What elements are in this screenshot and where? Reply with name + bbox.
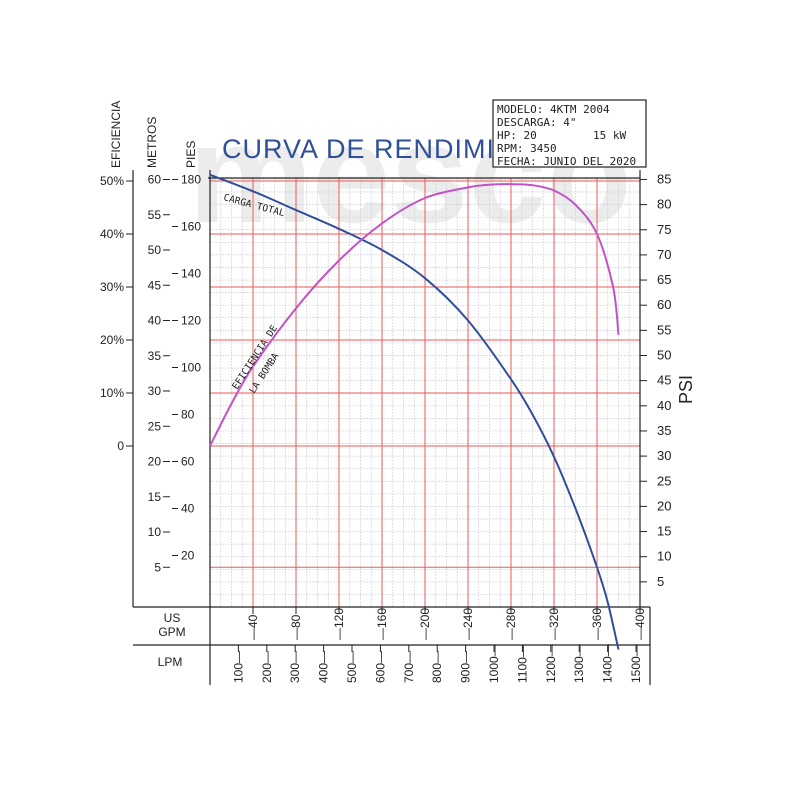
psi-tick-label: 60 [657,297,671,312]
psi-tick-label: 75 [657,222,671,237]
pies-tick-label: 20 [181,549,195,563]
gpm-tick-label: —400 [633,608,647,640]
carga-total-curve [209,173,620,650]
gpm-tick-label: —280 [504,608,518,640]
eficiencia-tick-label: 50% [100,174,124,188]
psi-tick-label: 40 [657,398,671,413]
metros-tick-label: 15 [148,490,162,504]
metros-tick-label: 10 [148,525,162,539]
spec-box: MODELO: 4KTM 2004 DESCARGA: 4" HP: 20 15… [492,99,647,168]
psi-tick-label: 45 [657,373,671,388]
gpm-tick-label: —40 [246,614,260,640]
lpm-tick-label: 1000— [487,644,501,683]
lpm-tick-label: 200— [260,651,274,683]
gpm-tick-label: —80 [289,614,303,640]
eficiencia-tick-label: 0 [117,439,124,453]
gpm-tick-label: —120 [332,608,346,640]
metros-tick-label: 40 [148,314,162,328]
pies-tick-label: 180 [181,173,201,187]
curves [209,173,620,650]
pies-axis-title: PIES [184,141,198,168]
spec-descarga: DESCARGA: 4" [497,116,576,129]
psi-tick-label: 20 [657,498,671,513]
lpm-tick-label: 800— [430,651,444,683]
psi-tick-label: 30 [657,448,671,463]
metros-tick-label: 35 [148,349,162,363]
eficiencia-tick-label: 40% [100,227,124,241]
lpm-tick-label: 1500— [629,644,643,683]
spec-kw: 15 kW [593,129,626,142]
psi-tick-label: 85 [657,171,671,186]
psi-tick-label: 80 [657,197,671,212]
gpm-tick-label: —360 [590,608,604,640]
metros-tick-label: 55 [148,208,162,222]
gpm-tick-label: —320 [547,608,561,640]
psi-tick-label: 25 [657,473,671,488]
eficiencia-curve [209,183,620,447]
metros-tick-label: 5 [154,560,161,574]
grid [209,178,641,608]
metros-axis-title: METROS [145,117,159,168]
metros-tick-label: 30 [148,384,162,398]
lpm-tick-label: 500— [345,651,359,683]
lpm-tick-label: 1100— [515,645,529,683]
eficiencia-label: EFICIENCIA DE LA BOMBA [230,323,281,396]
psi-axis-title: PSI [676,375,696,404]
psi-tick-label: 5 [657,574,664,589]
spec-modelo: MODELO: 4KTM 2004 [497,103,610,116]
gpm-tick-label: —160 [375,608,389,640]
axes: 50% 40% 30% 20% 10% 0 60 55 50 45 40 35 30 25 20 15 10 5 1… [100,171,672,683]
pies-tick-label: 40 [181,502,195,516]
psi-tick-label: 50 [657,348,671,363]
metros-tick-label: 25 [148,419,162,433]
lpm-tick-label: 100— [231,651,245,683]
spec-fecha: FECHA: JUNIO DEL 2020 [497,155,636,168]
eficiencia-tick-label: 10% [100,386,124,400]
eficiencia-axis-title: EFICIENCIA [109,101,123,168]
psi-tick-label: 70 [657,247,671,262]
metros-tick-label: 20 [148,455,162,469]
psi-tick-label: 35 [657,423,671,438]
lpm-tick-label: 400— [317,651,331,683]
lpm-tick-label: 1300— [572,644,586,683]
gpm-tick-label: —240 [461,608,475,640]
lpm-tick-label: 1400— [601,644,615,683]
pies-tick-label: 140 [181,267,201,281]
spec-hp: HP: 20 [497,129,537,142]
gpm-axis-title-gpm: GPM [158,625,185,639]
psi-tick-label: 15 [657,524,671,539]
metros-tick-label: 60 [148,173,162,187]
gpm-tick-label: —200 [418,608,432,640]
lpm-axis-title: LPM [158,655,183,669]
pies-tick-label: 160 [181,220,201,234]
eficiencia-tick-label: 20% [100,333,124,347]
lpm-tick-label: 700— [402,651,416,683]
metros-tick-label: 50 [148,243,162,257]
metros-tick-label: 45 [148,278,162,292]
lpm-tick-label: 300— [288,651,302,683]
spec-rpm: RPM: 3450 [497,142,557,155]
pies-tick-label: 120 [181,314,201,328]
gpm-axis-title-us: US [164,611,181,625]
eficiencia-tick-label: 30% [100,280,124,294]
lpm-tick-label: 900— [459,651,473,683]
psi-tick-label: 10 [657,549,671,564]
pies-tick-label: 60 [181,455,195,469]
chart-frame [132,170,651,685]
pies-tick-label: 100 [181,361,201,375]
pies-tick-label: 80 [181,408,195,422]
psi-tick-label: 65 [657,272,671,287]
lpm-tick-label: 1200— [544,644,558,683]
psi-tick-label: 55 [657,322,671,337]
lpm-tick-label: 600— [373,651,387,683]
